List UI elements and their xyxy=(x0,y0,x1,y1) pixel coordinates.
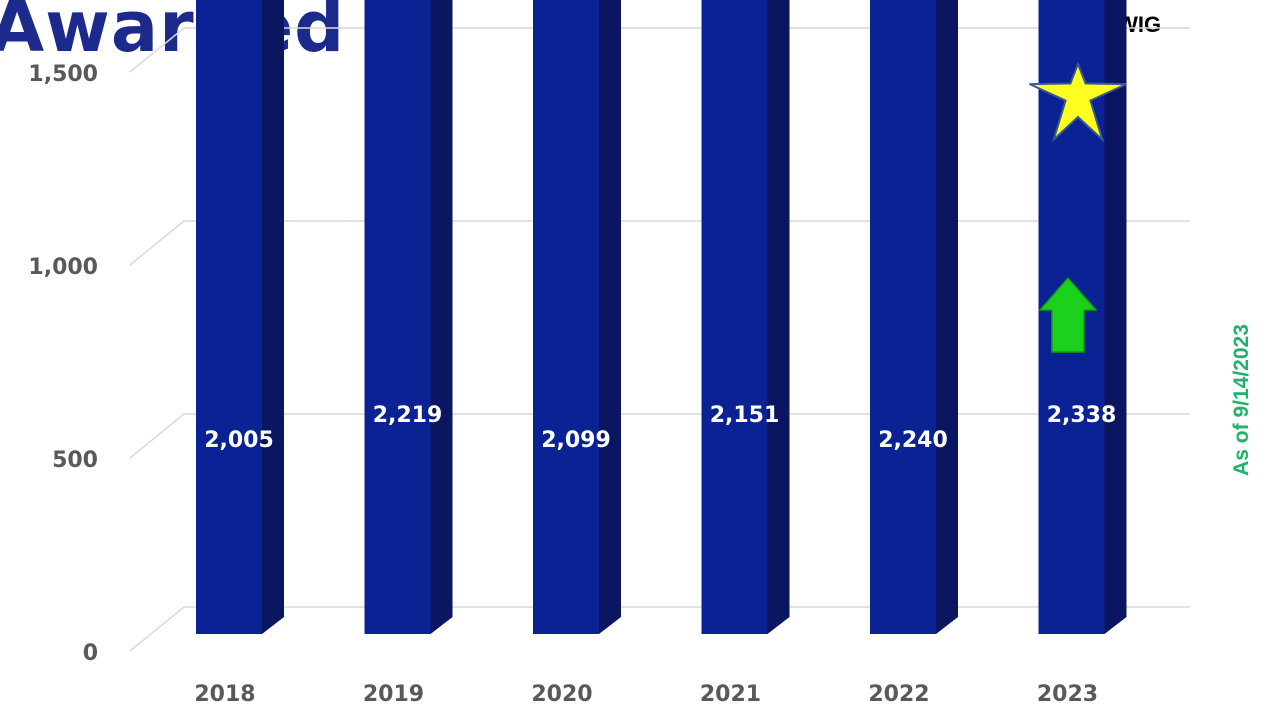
bar-side xyxy=(262,0,284,634)
y-tick-label: 1,000 xyxy=(28,255,98,280)
x-tick-label: 2018 xyxy=(194,682,255,707)
bars xyxy=(196,0,1127,635)
gridline xyxy=(129,606,1190,652)
x-tick-label: 2022 xyxy=(868,682,929,707)
y-tick-label: 0 xyxy=(83,641,98,666)
x-tick-label: 2019 xyxy=(363,682,424,707)
bar-side xyxy=(1104,0,1127,634)
y-tick-label: 1,500 xyxy=(28,62,98,87)
data-label: 2,240 xyxy=(878,428,948,453)
bar-side xyxy=(599,0,621,634)
gridline xyxy=(129,220,1190,266)
bar xyxy=(533,0,621,634)
y-tick-label: 500 xyxy=(52,448,98,473)
data-label: 2,099 xyxy=(541,428,611,453)
gridlines xyxy=(129,27,1190,652)
bar-side xyxy=(767,0,790,634)
bar-front xyxy=(364,0,431,634)
page-title: Awarded xyxy=(0,0,346,68)
bar-front xyxy=(870,0,936,635)
bar xyxy=(701,0,790,635)
bar-front xyxy=(196,0,262,634)
bar xyxy=(196,0,284,634)
bar xyxy=(364,0,453,634)
bar-front xyxy=(701,0,768,635)
data-label: 2,005 xyxy=(204,428,274,453)
x-tick-label: 2021 xyxy=(700,682,761,707)
x-tick-label: 2023 xyxy=(1037,682,1098,707)
data-label: 2,219 xyxy=(373,403,443,428)
bar-side xyxy=(936,0,958,634)
data-label: 2,151 xyxy=(710,403,780,428)
gridline xyxy=(129,413,1190,459)
x-axis-tick-labels: 2018 2019 2020 2021 2022 2023 xyxy=(194,682,1098,707)
data-label: 2,338 xyxy=(1047,403,1117,428)
gridline xyxy=(129,27,1190,73)
data-labels: 2,005 2,219 2,099 2,151 2,240 2,338 xyxy=(204,403,1116,453)
bar-side xyxy=(430,0,453,634)
bar xyxy=(870,0,958,635)
star-icon xyxy=(1029,61,1127,143)
x-tick-label: 2020 xyxy=(531,682,592,707)
up-arrow-icon xyxy=(1038,276,1098,353)
bar-front xyxy=(533,0,599,634)
